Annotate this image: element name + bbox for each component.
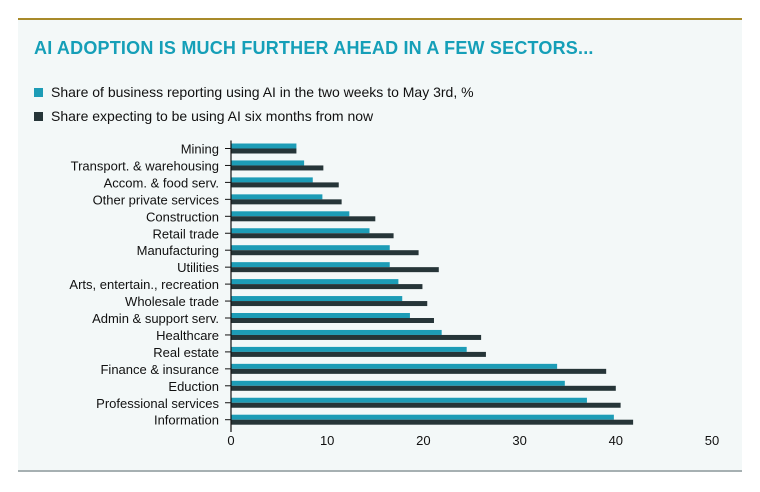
bar-expected	[231, 385, 616, 391]
bar-current	[231, 329, 442, 335]
bar-current	[231, 296, 403, 302]
chart-title: AI ADOPTION IS MUCH FURTHER AHEAD IN A F…	[34, 38, 594, 58]
category-label: Other private services	[93, 192, 220, 207]
bar-current	[231, 194, 323, 200]
x-tick-label: 30	[512, 433, 526, 448]
bar-expected	[231, 216, 376, 222]
bar-current	[231, 211, 350, 217]
legend-item-current: Share of business reporting using AI in …	[34, 84, 474, 100]
category-label: Admin & support serv.	[92, 311, 219, 326]
bar-current	[231, 397, 587, 403]
bar-expected	[231, 267, 439, 273]
category-label: Mining	[181, 142, 219, 157]
bar-current	[231, 245, 390, 251]
legend-swatch-current	[34, 87, 43, 97]
category-label: Retail trade	[153, 226, 219, 241]
legend-swatch-expected	[34, 111, 43, 121]
category-label: Accom. & food serv.	[104, 175, 219, 190]
bar-current	[231, 363, 558, 369]
bar-current	[231, 262, 390, 268]
x-tick-label: 0	[227, 433, 234, 448]
bar-current	[231, 313, 410, 318]
category-label: Finance & insurance	[100, 362, 219, 377]
bar-expected	[231, 284, 423, 290]
bar-current	[231, 414, 614, 420]
category-label: Transport. & warehousing	[71, 158, 219, 173]
x-tick-label: 20	[416, 433, 430, 448]
category-label: Wholesale trade	[125, 294, 219, 309]
bar-current	[231, 380, 565, 386]
bar-expected	[231, 250, 419, 256]
bar-expected	[231, 301, 428, 307]
category-label: Utilities	[177, 260, 219, 275]
bar-current	[231, 228, 370, 234]
category-label: Construction	[146, 209, 219, 224]
category-label: Real estate	[153, 345, 219, 360]
chart-panel: AI ADOPTION IS MUCH FURTHER AHEAD IN A F…	[18, 18, 742, 472]
bar-expected	[231, 402, 621, 408]
category-label: Eduction	[168, 379, 219, 394]
bar-expected	[231, 419, 634, 425]
bar-expected	[231, 148, 297, 154]
x-tick-label: 50	[705, 433, 719, 448]
category-label: Arts, entertain., recreation	[69, 277, 219, 292]
bar-expected	[231, 334, 482, 340]
bar-expected	[231, 233, 394, 239]
bar-expected	[231, 182, 339, 188]
legend-label-current: Share of business reporting using AI in …	[51, 84, 474, 100]
bar-expected	[231, 165, 324, 171]
legend-label-expected: Share expecting to be using AI six month…	[51, 108, 374, 124]
bar-expected	[231, 368, 607, 374]
category-label: Information	[154, 413, 219, 428]
x-tick-label: 40	[609, 433, 623, 448]
bar-expected	[231, 351, 486, 357]
bar-current	[231, 160, 305, 166]
category-label: Manufacturing	[137, 243, 219, 258]
category-label: Professional services	[96, 396, 219, 411]
bar-expected	[231, 199, 342, 205]
bar-current	[231, 346, 467, 352]
bar-current	[231, 143, 297, 149]
x-tick-label: 10	[320, 433, 334, 448]
category-label: Healthcare	[156, 328, 219, 343]
bar-expected	[231, 318, 434, 323]
legend-item-expected: Share expecting to be using AI six month…	[34, 108, 373, 124]
bar-current	[231, 177, 313, 183]
bar-current	[231, 279, 399, 285]
